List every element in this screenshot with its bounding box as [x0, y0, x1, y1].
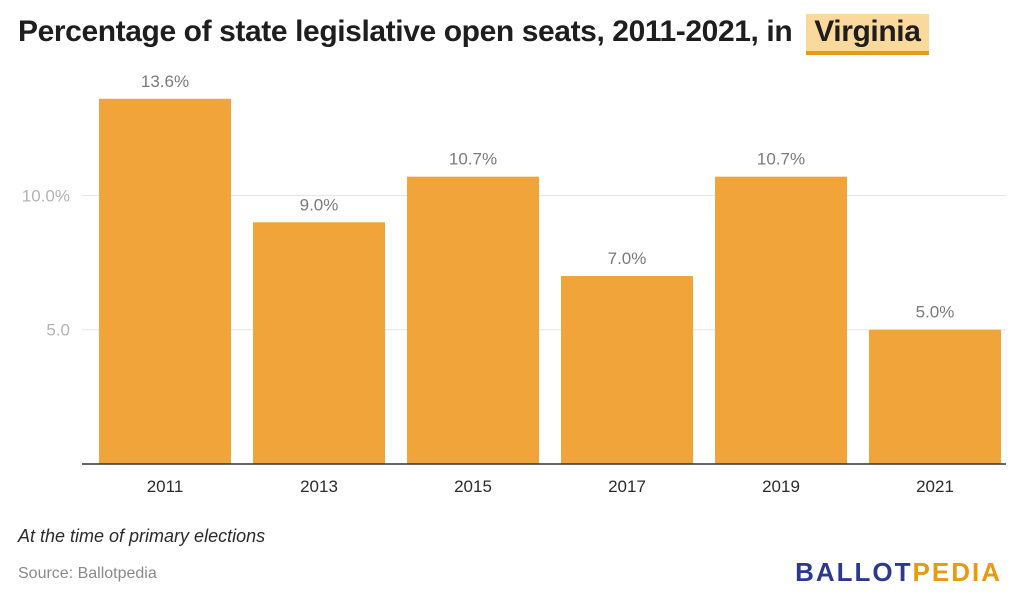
y-tick-label: 5.0	[46, 321, 70, 340]
bar-value-label: 9.0%	[300, 195, 339, 214]
bar-value-label: 10.7%	[757, 150, 805, 169]
x-tick-label: 2021	[916, 477, 954, 496]
state-selector[interactable]: Virginia	[806, 14, 929, 55]
logo-part-pedia: PEDIA	[912, 557, 1002, 587]
x-tick-label: 2015	[454, 477, 492, 496]
bar-value-label: 7.0%	[608, 249, 647, 268]
chart-note: At the time of primary elections	[18, 526, 266, 546]
x-tick-label: 2017	[608, 477, 646, 496]
bar	[253, 222, 385, 464]
logo-part-ballot: BALLOT	[795, 557, 913, 587]
chart-title: Percentage of state legislative open sea…	[18, 14, 929, 55]
bar	[407, 176, 539, 464]
x-tick-label: 2019	[762, 477, 800, 496]
y-tick-label: 10.0%	[22, 186, 70, 205]
x-tick-label: 2013	[300, 477, 338, 496]
bar	[715, 176, 847, 464]
bar-value-label: 10.7%	[449, 150, 497, 169]
source-credit: Source: Ballotpedia	[18, 565, 157, 582]
bar	[561, 276, 693, 464]
bar-value-label: 5.0%	[916, 303, 955, 322]
x-tick-label: 2011	[147, 477, 184, 496]
ballotpedia-logo[interactable]: BALLOTPEDIA	[795, 557, 1002, 588]
chart-title-text: Percentage of state legislative open sea…	[18, 15, 793, 48]
bar	[869, 329, 1001, 464]
bar-value-label: 13.6%	[141, 72, 189, 91]
bar	[99, 98, 231, 464]
